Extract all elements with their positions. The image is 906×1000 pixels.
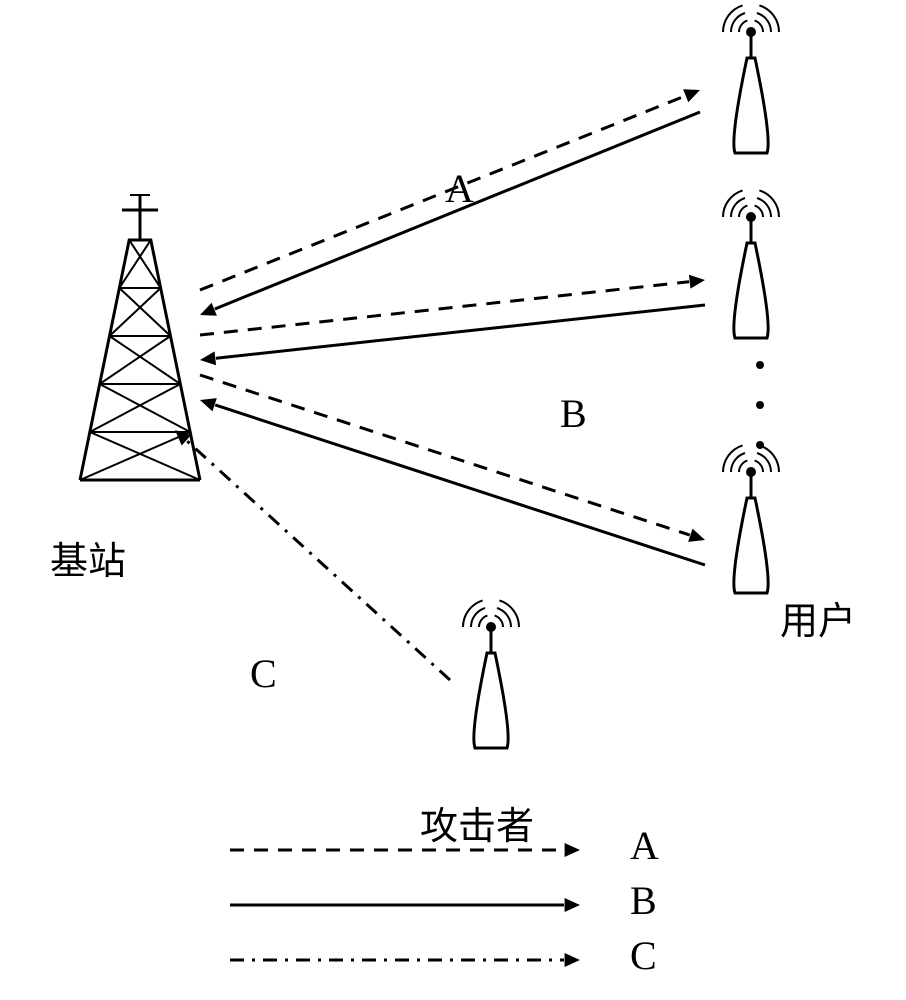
legend-label-b: B: [630, 877, 657, 924]
user-antenna-icon: [723, 190, 779, 338]
legend-row: [230, 898, 580, 912]
link-label-c: C: [250, 650, 277, 697]
link-B_solid_in: [200, 305, 705, 365]
user-antenna-icon: [723, 445, 779, 593]
link-A_solid_in: [200, 112, 700, 316]
link-U3_solid_in: [200, 398, 705, 565]
legend-label-c: C: [630, 932, 657, 979]
base-station-label: 基站: [50, 530, 126, 585]
ellipsis-dot: [756, 361, 764, 369]
attacker-antenna-icon: [463, 600, 519, 748]
legend-row: [230, 953, 580, 967]
legend-label-a: A: [630, 822, 659, 869]
users-label: 用户: [780, 590, 856, 645]
link-U3_dashed_out: [200, 375, 705, 542]
link-label-b: B: [560, 390, 587, 437]
ellipsis-dot: [756, 441, 764, 449]
ellipsis-dot: [756, 401, 764, 409]
link-label-a: A: [445, 165, 474, 212]
attacker-label: 攻击者: [420, 795, 534, 850]
user-antenna-icon: [723, 5, 779, 153]
